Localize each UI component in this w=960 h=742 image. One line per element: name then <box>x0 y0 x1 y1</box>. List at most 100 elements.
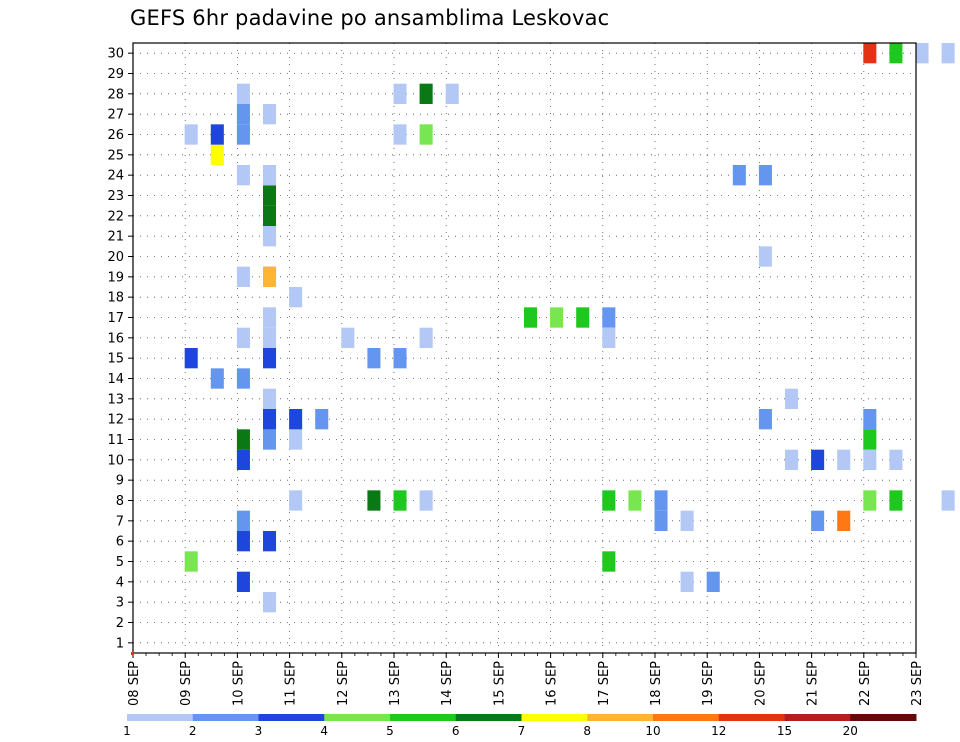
heat-cell <box>706 571 720 592</box>
y-tick-label: 30 <box>107 47 124 62</box>
heat-cell <box>863 43 877 64</box>
heat-cell <box>863 490 877 511</box>
heat-cell <box>941 43 955 64</box>
colorbar-swatch <box>324 714 391 721</box>
y-tick-label: 28 <box>107 87 124 102</box>
heat-cell <box>263 307 277 328</box>
x-tick-label: 21 SEP <box>806 661 821 706</box>
heat-cell <box>524 307 538 328</box>
heat-cell <box>289 490 303 511</box>
y-tick-label: 3 <box>116 596 124 611</box>
heat-cell <box>236 531 250 552</box>
heat-cell <box>602 551 616 572</box>
heat-cell <box>236 83 250 104</box>
colorbar-label: 3 <box>255 724 263 738</box>
y-tick-label: 9 <box>116 474 124 489</box>
x-tick-label: 22 SEP <box>858 661 873 706</box>
colorbar-swatch <box>850 714 917 721</box>
heat-cell <box>758 409 772 430</box>
colorbar: 1 2 3 4 5 6 7 8 10 12 15 20 <box>123 714 917 738</box>
heat-cell <box>184 124 198 145</box>
y-tick-label: 16 <box>107 331 124 346</box>
heat-cell <box>758 246 772 267</box>
x-tick-label: 12 SEP <box>336 661 351 706</box>
y-tick-label: 23 <box>107 189 124 204</box>
y-tick-label: 11 <box>107 433 124 448</box>
heat-cell <box>210 368 224 389</box>
heat-cell <box>341 327 355 348</box>
heat-cell <box>602 490 616 511</box>
heat-cell <box>419 124 433 145</box>
heat-cell <box>236 449 250 470</box>
y-tick-label: 8 <box>116 494 124 509</box>
x-tick-label: 15 SEP <box>492 661 507 706</box>
heat-cell <box>941 490 955 511</box>
chart-title: GEFS 6hr padavine po ansamblima Leskovac <box>130 6 610 30</box>
y-tick-label: 17 <box>107 311 124 326</box>
colorbar-swatch <box>587 714 654 721</box>
x-tick-label: 17 SEP <box>597 661 612 706</box>
x-tick-label: 19 SEP <box>701 661 716 706</box>
heat-cell <box>236 124 250 145</box>
heat-cell <box>628 490 642 511</box>
x-tick-label: 23 SEP <box>910 661 925 706</box>
y-tick-label: 19 <box>107 270 124 285</box>
y-axis: 1234567891011121314151617181920212223242… <box>107 47 133 651</box>
x-tick-label: 18 SEP <box>649 661 664 706</box>
colorbar-swatch <box>718 714 785 721</box>
colorbar-label: 12 <box>711 724 726 738</box>
y-tick-label: 18 <box>107 291 124 306</box>
grid-lines <box>132 43 917 653</box>
heat-cell <box>236 104 250 125</box>
heat-cell <box>837 510 851 531</box>
heat-cell <box>289 409 303 430</box>
x-tick-label: 14 SEP <box>440 661 455 706</box>
colorbar-swatch <box>455 714 522 721</box>
y-tick-label: 7 <box>116 514 124 529</box>
colorbar-swatch <box>127 714 194 721</box>
heat-cell <box>263 531 277 552</box>
x-tick-label: 20 SEP <box>753 661 768 706</box>
heat-cell <box>263 348 277 369</box>
x-tick-label: 16 SEP <box>545 661 560 706</box>
heat-cell <box>602 327 616 348</box>
heat-cell <box>263 185 277 206</box>
y-tick-label: 1 <box>116 636 124 651</box>
heat-cell <box>210 124 224 145</box>
y-tick-label: 6 <box>116 535 124 550</box>
colorbar-swatch <box>521 714 588 721</box>
y-tick-label: 27 <box>107 108 124 123</box>
heat-cell <box>393 490 407 511</box>
y-tick-label: 15 <box>107 352 124 367</box>
heat-cell <box>654 490 668 511</box>
heat-cell <box>236 429 250 450</box>
heat-cell <box>263 388 277 409</box>
colorbar-label: 10 <box>645 724 660 738</box>
heat-cell <box>419 327 433 348</box>
colorbar-swatch <box>390 714 457 721</box>
heat-cell <box>393 348 407 369</box>
heat-cell <box>263 409 277 430</box>
colorbar-label: 6 <box>452 724 460 738</box>
y-tick-label: 5 <box>116 555 124 570</box>
heat-cell <box>889 449 903 470</box>
heat-cell <box>602 307 616 328</box>
heat-cell <box>863 409 877 430</box>
heat-cell <box>263 104 277 125</box>
x-tick-label: 08 SEP <box>127 661 142 706</box>
heat-cell <box>184 551 198 572</box>
heat-cell <box>367 348 381 369</box>
heat-cell <box>210 144 224 165</box>
y-tick-label: 12 <box>107 413 124 428</box>
heat-cell <box>236 165 250 186</box>
heat-cell <box>263 327 277 348</box>
heat-cell <box>732 165 746 186</box>
y-tick-label: 4 <box>116 575 124 590</box>
heat-cell <box>419 83 433 104</box>
heat-cell <box>263 165 277 186</box>
heat-cell <box>263 266 277 287</box>
y-tick-label: 25 <box>107 148 124 163</box>
heat-cell <box>837 449 851 470</box>
colorbar-label: 20 <box>843 724 858 738</box>
